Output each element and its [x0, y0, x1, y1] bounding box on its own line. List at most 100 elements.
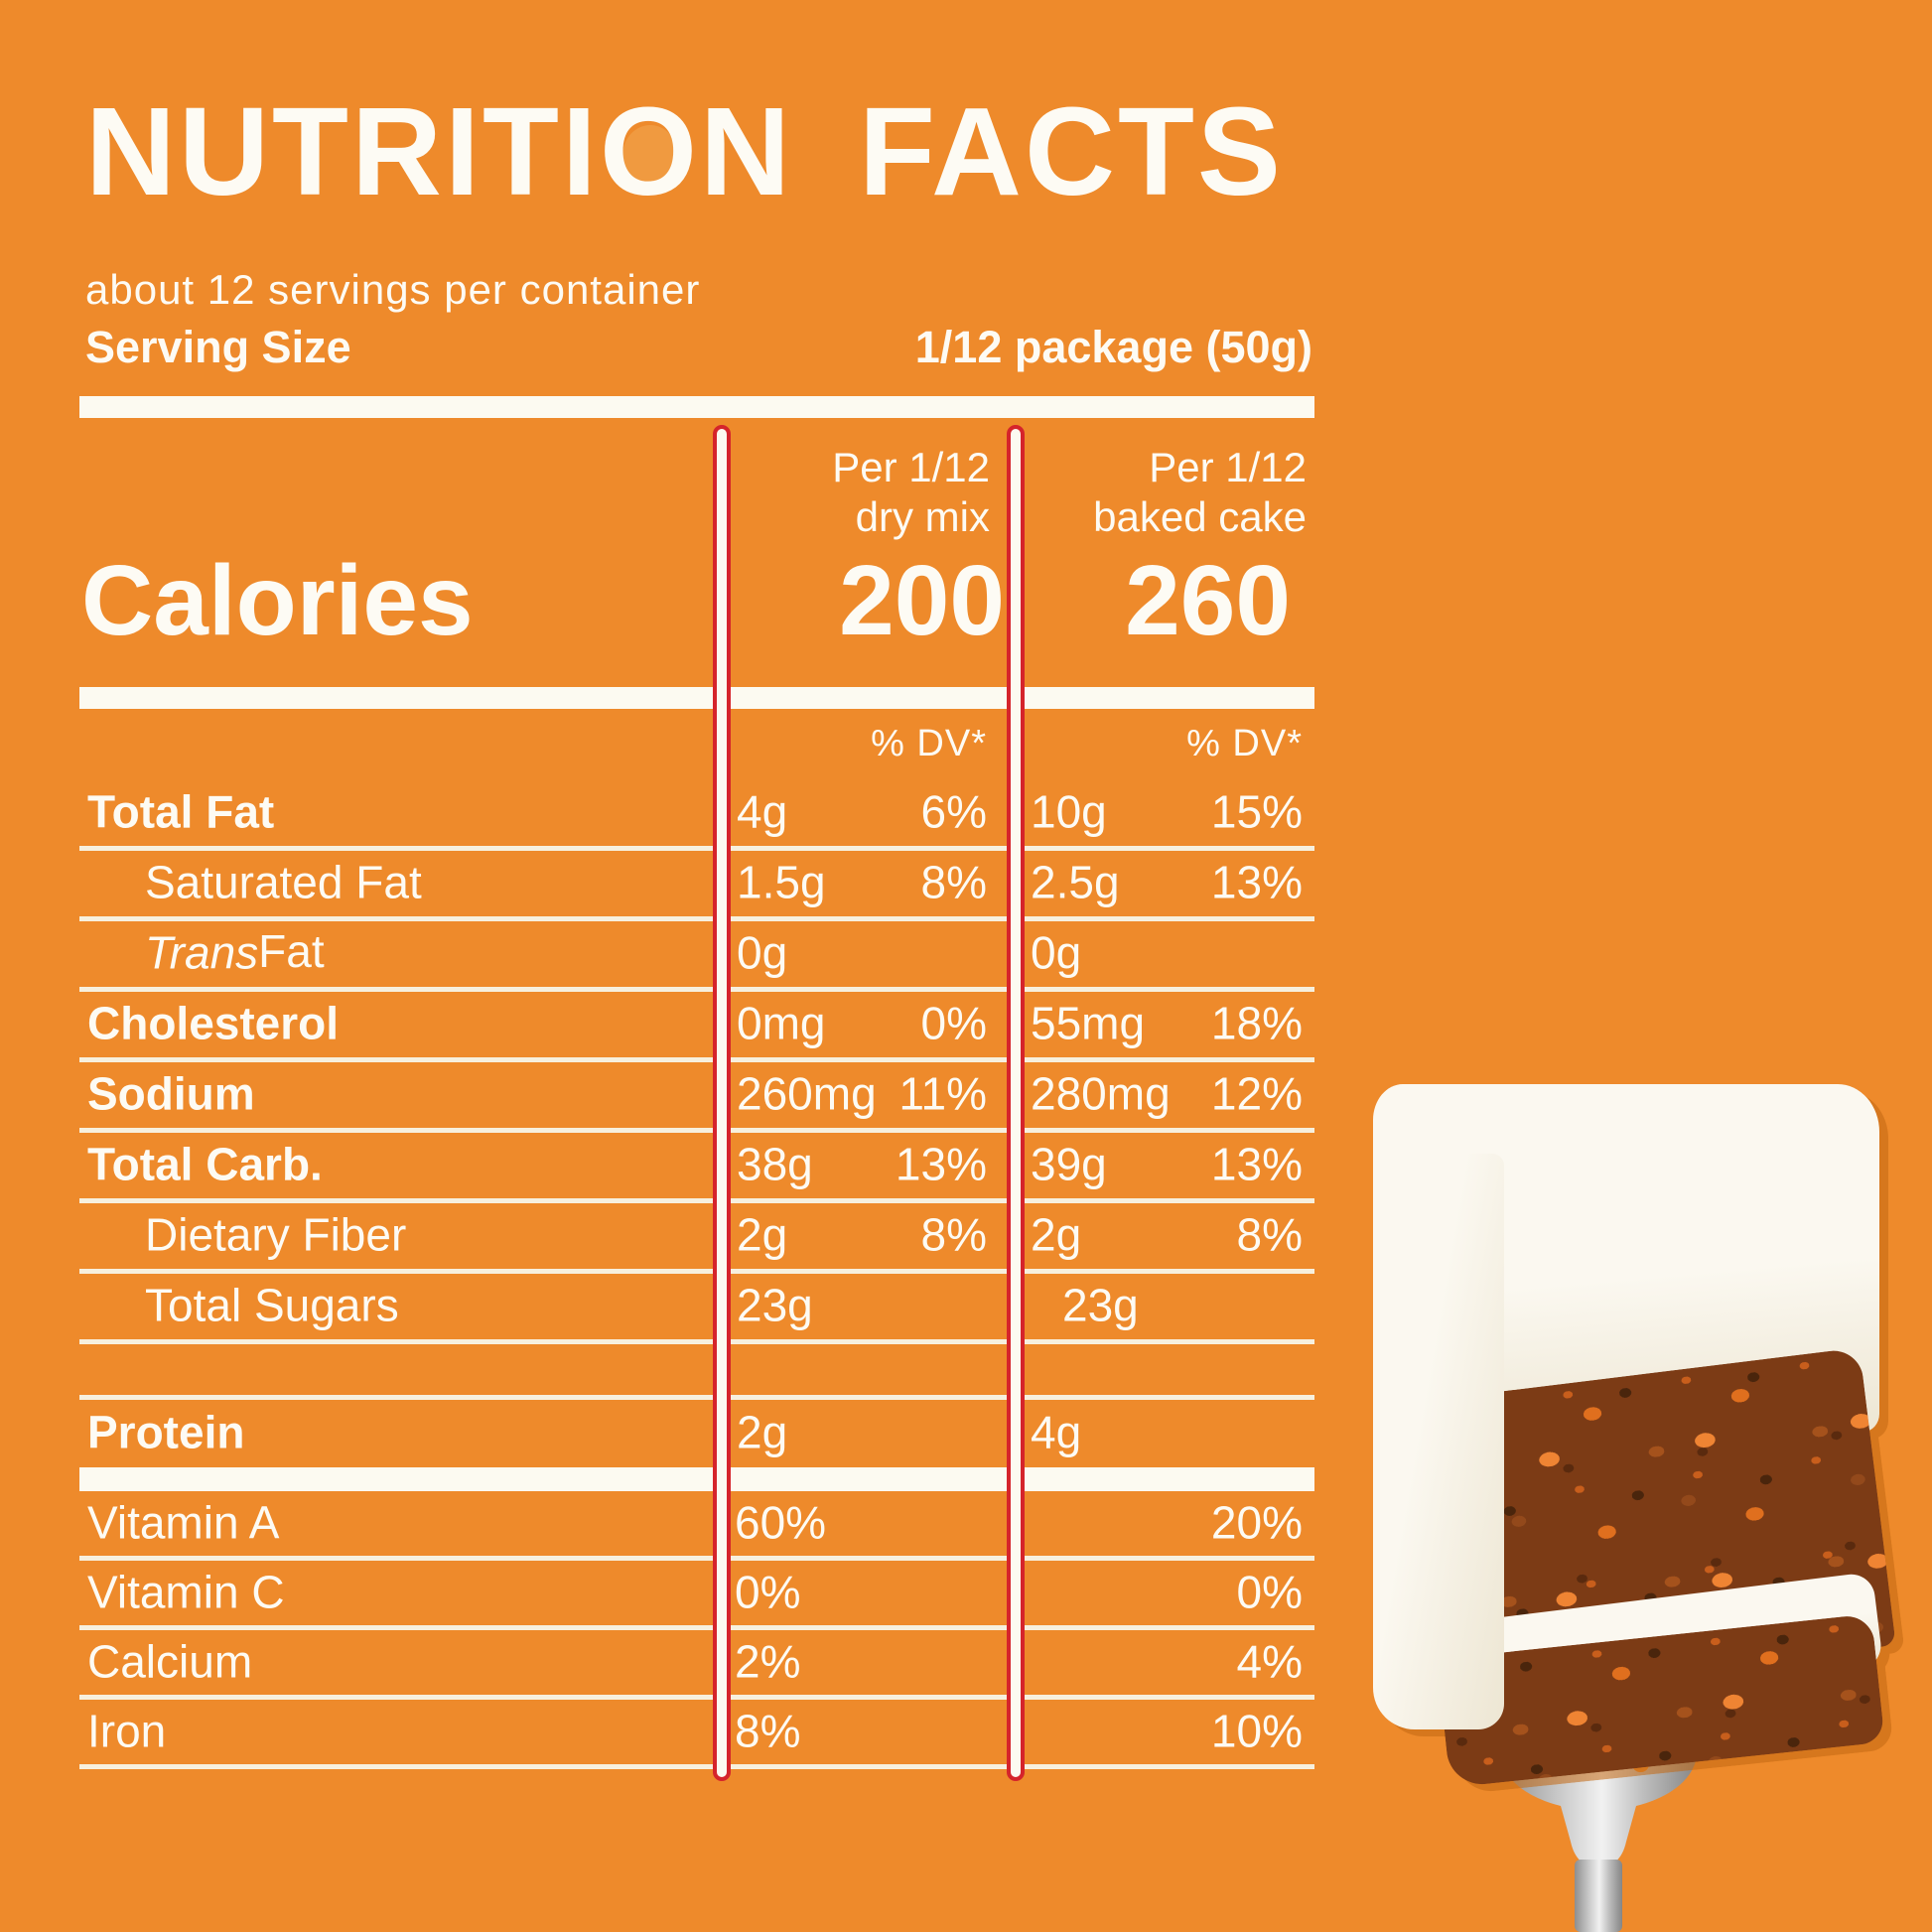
- nutrient-name: Sodium: [87, 1067, 255, 1120]
- amount-baked-cake: 280mg: [1031, 1067, 1171, 1120]
- dv-dry-mix: 8%: [920, 856, 987, 908]
- table-row-trans-fat: Trans Fat 0g 0g: [79, 921, 1314, 992]
- column-header-dry-mix: Per 1/12 dry mix: [832, 443, 990, 542]
- amount-baked-cake: 4g: [1031, 1406, 1082, 1458]
- spacer-row: [79, 1344, 1314, 1400]
- daily-value-header-row: % DV* % DV*: [79, 721, 1314, 766]
- table-row-vitamin-a: Vitamin A 60% 20%: [79, 1491, 1314, 1561]
- dv-baked-cake: 15%: [1210, 785, 1303, 838]
- column-header-line: baked cake: [1093, 493, 1307, 540]
- column-divider-red-left: [713, 425, 731, 1781]
- dv-header-baked-cake: % DV*: [1186, 723, 1303, 764]
- amount-baked-cake: 55mg: [1031, 997, 1146, 1049]
- serving-size-row: Serving Size 1/12 package (50g): [79, 322, 1314, 375]
- table-row-cholesterol: Cholesterol 0mg 0% 55mg 18%: [79, 992, 1314, 1062]
- dv-dry-mix: 0%: [735, 1565, 801, 1617]
- thick-rule-mid: [79, 687, 1314, 709]
- calories-baked-cake-value: 260: [1125, 545, 1291, 656]
- thick-rule-bottom: [79, 1467, 1314, 1491]
- nutrient-name: Saturated Fat: [145, 856, 422, 908]
- trans-italic: Trans: [145, 926, 259, 979]
- carrot-cake-illustration: [1373, 1084, 1896, 1788]
- amount-baked-cake: 10g: [1031, 785, 1107, 838]
- fork-handle: [1575, 1860, 1622, 1932]
- dv-header-dry-mix: % DV*: [871, 723, 987, 764]
- calories-row: Calories 200 260: [79, 544, 1314, 656]
- dv-dry-mix: 2%: [735, 1634, 801, 1687]
- table-row-total-sugars: Total Sugars 23g 23g: [79, 1274, 1314, 1344]
- nutrient-name: Cholesterol: [87, 997, 340, 1049]
- amount-baked-cake: 39g: [1031, 1138, 1107, 1190]
- amount-dry-mix: 260mg: [737, 1067, 877, 1120]
- table-row-total-fat: Total Fat 4g 6% 10g 15%: [79, 780, 1314, 851]
- dv-baked-cake: 13%: [1210, 856, 1303, 908]
- amount-dry-mix: 2g: [737, 1406, 788, 1458]
- amount-baked-cake: 2g: [1031, 1208, 1082, 1261]
- trans-rest: Fat: [258, 924, 325, 977]
- amount-dry-mix: 38g: [737, 1138, 813, 1190]
- dv-baked-cake: 0%: [1236, 1565, 1303, 1617]
- serving-size-value: 1/12 package (50g): [914, 322, 1312, 372]
- amount-baked-cake: 2.5g: [1031, 856, 1120, 908]
- dv-baked-cake: 18%: [1210, 997, 1303, 1049]
- serving-size-label: Serving Size: [85, 322, 351, 372]
- table-row-total-carb: Total Carb. 38g 13% 39g 13%: [79, 1133, 1314, 1203]
- dv-dry-mix: 60%: [735, 1495, 827, 1548]
- table-row-protein: Protein 2g 4g: [79, 1400, 1314, 1467]
- dv-dry-mix: 11%: [898, 1067, 987, 1120]
- nutrient-name: Total Sugars: [145, 1279, 399, 1331]
- thick-rule-top: [79, 396, 1314, 418]
- column-divider-red-right: [1007, 425, 1025, 1781]
- title-word1-end: N: [699, 81, 793, 221]
- amount-dry-mix: 2g: [737, 1208, 788, 1261]
- dv-baked-cake: 12%: [1210, 1067, 1303, 1120]
- nutrient-name: Total Fat: [87, 785, 275, 838]
- dv-dry-mix: 13%: [895, 1138, 987, 1190]
- amount-dry-mix: 0g: [737, 926, 788, 979]
- table-row-dietary-fiber: Dietary Fiber 2g 8% 2g 8%: [79, 1203, 1314, 1274]
- title-word2: FACTS: [858, 81, 1284, 221]
- title-accent-o: O: [599, 81, 700, 221]
- amount-dry-mix: 1.5g: [737, 856, 826, 908]
- dv-baked-cake: 8%: [1236, 1208, 1303, 1261]
- nutrient-name: Protein: [87, 1406, 245, 1458]
- amount-dry-mix: 4g: [737, 785, 788, 838]
- calories-label: Calories: [81, 545, 474, 656]
- nutrient-name: Calcium: [87, 1634, 253, 1687]
- dv-dry-mix: 6%: [920, 785, 987, 838]
- dv-baked-cake: 4%: [1236, 1634, 1303, 1687]
- amount-baked-cake: 0g: [1031, 926, 1082, 979]
- dv-dry-mix: 0%: [920, 997, 987, 1049]
- title-word1-start: NUTRITI: [85, 81, 600, 221]
- table-row-calcium: Calcium 2% 4%: [79, 1630, 1314, 1700]
- dv-baked-cake: 10%: [1210, 1704, 1303, 1756]
- amount-dry-mix: 0mg: [737, 997, 826, 1049]
- calories-dry-mix-value: 200: [839, 545, 1005, 656]
- dv-dry-mix: 8%: [735, 1704, 801, 1756]
- nutrient-name: Total Carb.: [87, 1138, 323, 1190]
- nutrient-name: Dietary Fiber: [145, 1208, 407, 1261]
- column-header-line: dry mix: [855, 493, 990, 540]
- page-title: NUTRITION FACTS: [85, 81, 1284, 221]
- cake-frosting-side: [1373, 1154, 1504, 1729]
- amount-baked-cake: 23g: [1062, 1279, 1139, 1331]
- nutrient-table: Total Fat 4g 6% 10g 15% Saturated Fat 1.…: [79, 780, 1314, 1467]
- nutrient-name: Iron: [87, 1704, 167, 1756]
- dv-baked-cake: 20%: [1210, 1495, 1303, 1548]
- column-header-baked-cake: Per 1/12 baked cake: [1093, 443, 1307, 542]
- column-header-line: Per 1/12: [832, 444, 990, 490]
- servings-per-container: about 12 servings per container: [85, 266, 701, 313]
- nutrition-label: NUTRITION FACTS about 12 servings per con…: [79, 0, 1314, 1932]
- table-row-vitamin-c: Vitamin C 0% 0%: [79, 1561, 1314, 1630]
- nutrient-name: Vitamin A: [87, 1495, 280, 1548]
- table-row-iron: Iron 8% 10%: [79, 1700, 1314, 1769]
- dv-dry-mix: 8%: [920, 1208, 987, 1261]
- nutrient-name: Vitamin C: [87, 1565, 285, 1617]
- table-row-saturated-fat: Saturated Fat 1.5g 8% 2.5g 13%: [79, 851, 1314, 921]
- column-header-line: Per 1/12: [1149, 444, 1307, 490]
- micronutrient-table: Vitamin A 60% 20% Vitamin C 0% 0% Calciu…: [79, 1491, 1314, 1769]
- amount-dry-mix: 23g: [737, 1279, 813, 1331]
- table-row-sodium: Sodium 260mg 11% 280mg 12%: [79, 1062, 1314, 1133]
- dv-baked-cake: 13%: [1210, 1138, 1303, 1190]
